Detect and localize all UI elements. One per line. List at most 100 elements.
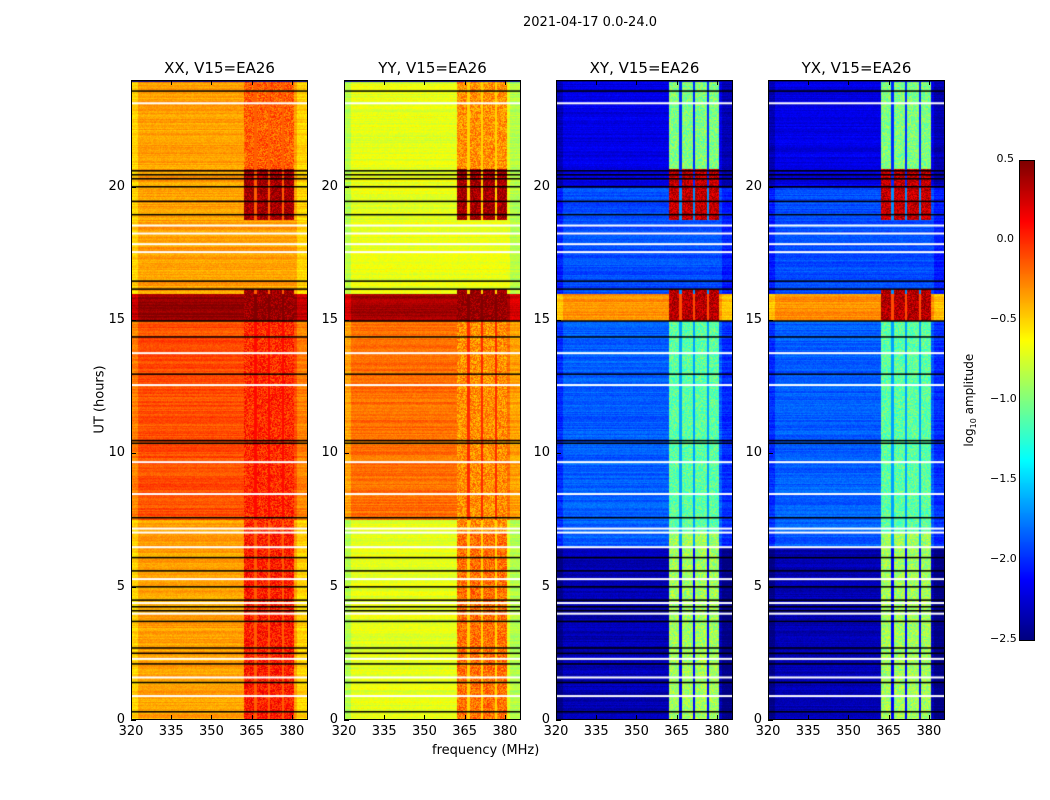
y-tick-mark — [131, 186, 136, 188]
y-tick-mark — [131, 586, 136, 588]
x-tick-mark — [291, 715, 293, 720]
y-tick-mark — [768, 586, 773, 588]
y-tick-label: 0 — [329, 712, 338, 727]
y-tick-mark — [556, 720, 561, 721]
x-tick-mark — [928, 715, 930, 720]
x-tick-mark — [716, 715, 718, 720]
y-tick-mark — [556, 186, 561, 188]
x-tick-mark — [251, 715, 253, 720]
y-tick-label: 20 — [533, 178, 550, 194]
colorbar-label-log: log — [961, 428, 976, 447]
y-tick-label: 5 — [116, 578, 125, 594]
y-tick-mark — [131, 453, 136, 455]
x-tick-mark — [888, 715, 890, 720]
y-tick-label: 5 — [541, 578, 550, 594]
y-axis-label: UT (hours) — [92, 365, 108, 434]
x-tick-mark — [676, 715, 678, 720]
x-tick-label: 350 — [836, 724, 861, 739]
x-tick-mark — [636, 715, 638, 720]
x-tick-mark — [211, 715, 213, 720]
y-tick-mark — [344, 453, 349, 455]
y-tick-label: 10 — [321, 445, 338, 461]
x-tick-mark-top — [211, 80, 213, 85]
y-tick-label: 10 — [533, 445, 550, 461]
y-tick-mark — [344, 186, 349, 188]
x-tick-mark-top — [344, 80, 345, 85]
heatmap-panel-3 — [768, 80, 945, 720]
panel-title-0: XX, V15=EA26 — [164, 59, 275, 77]
colorbar-tick-label: −1.0 — [990, 392, 1017, 405]
heatmap-panel-2 — [556, 80, 733, 720]
y-tick-mark — [768, 453, 773, 455]
x-tick-mark-top — [596, 80, 598, 85]
x-tick-mark-top — [848, 80, 850, 85]
heatmap-panel-1 — [344, 80, 521, 720]
heatmap-canvas-1 — [345, 81, 520, 719]
y-tick-label: 15 — [321, 312, 338, 327]
x-tick-label: 350 — [412, 724, 437, 739]
y-tick-mark — [344, 720, 349, 721]
y-tick-mark — [131, 320, 136, 321]
x-tick-label: 380 — [279, 724, 305, 739]
figure-suptitle: 2021-04-17 0.0-24.0 — [523, 15, 657, 30]
x-tick-mark — [556, 715, 557, 720]
x-tick-mark — [848, 715, 850, 720]
y-tick-label: 15 — [745, 312, 762, 327]
y-tick-mark — [556, 453, 561, 455]
y-tick-label: 20 — [745, 178, 762, 194]
x-tick-label: 320 — [118, 724, 144, 739]
heatmap-canvas-2 — [557, 81, 732, 719]
x-tick-mark-top — [556, 80, 557, 85]
x-tick-label: 350 — [199, 724, 224, 739]
y-tick-label: 0 — [753, 712, 762, 727]
colorbar-label-rest: amplitude — [961, 353, 976, 419]
colorbar-tick-label: 0.0 — [996, 232, 1015, 245]
x-tick-label: 380 — [704, 724, 730, 739]
x-tick-label: 335 — [158, 724, 184, 739]
y-tick-mark — [768, 720, 773, 721]
heatmap-canvas-0 — [132, 81, 307, 719]
y-tick-label: 0 — [541, 712, 550, 727]
x-tick-mark-top — [171, 80, 173, 85]
y-tick-label: 5 — [753, 578, 762, 594]
heatmap-panel-0 — [131, 80, 308, 720]
heatmap-canvas-3 — [769, 81, 944, 719]
colorbar-label: log10 amplitude — [962, 350, 978, 450]
y-tick-label: 5 — [329, 578, 338, 594]
y-tick-mark — [556, 320, 561, 321]
x-tick-label: 350 — [624, 724, 649, 739]
x-axis-label: frequency (MHz) — [432, 743, 540, 758]
colorbar-tick-label: −2.5 — [990, 632, 1017, 645]
x-tick-mark — [384, 715, 386, 720]
y-tick-mark — [344, 320, 349, 321]
x-tick-mark — [808, 715, 810, 720]
x-tick-mark-top — [131, 80, 132, 85]
x-tick-mark — [596, 715, 598, 720]
panel-title-3: YX, V15=EA26 — [801, 59, 912, 77]
x-tick-mark — [768, 715, 769, 720]
x-tick-label: 320 — [331, 724, 357, 739]
x-tick-label: 380 — [492, 724, 518, 739]
colorbar-tick-label: −0.5 — [990, 312, 1017, 325]
x-tick-label: 365 — [452, 724, 478, 739]
x-tick-label: 335 — [371, 724, 397, 739]
y-tick-mark — [556, 586, 561, 588]
colorbar-tick-label: −1.5 — [990, 472, 1017, 485]
y-tick-label: 15 — [533, 312, 550, 327]
x-tick-label: 320 — [755, 724, 781, 739]
colorbar-tick-label: −2.0 — [990, 552, 1017, 565]
x-tick-mark — [464, 715, 466, 720]
y-tick-mark — [131, 720, 136, 721]
y-tick-label: 10 — [745, 445, 762, 461]
x-tick-mark-top — [636, 80, 638, 85]
x-tick-label: 365 — [876, 724, 902, 739]
y-tick-mark — [344, 586, 349, 588]
x-tick-mark-top — [504, 80, 506, 85]
y-tick-mark — [768, 320, 773, 321]
x-tick-label: 335 — [795, 724, 821, 739]
x-tick-mark — [344, 715, 345, 720]
x-tick-mark-top — [888, 80, 890, 85]
x-tick-label: 365 — [239, 724, 265, 739]
x-tick-mark — [424, 715, 426, 720]
x-tick-label: 365 — [664, 724, 690, 739]
